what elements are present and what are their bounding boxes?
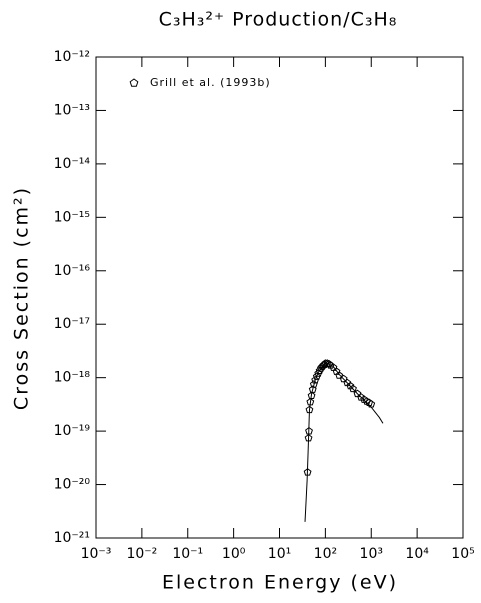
- y-tick-label: 10⁻¹⁸: [54, 370, 91, 386]
- y-tick-label: 10⁻¹⁶: [54, 263, 91, 279]
- y-tick-label: 10⁻¹⁷: [54, 316, 90, 332]
- x-axis-label: Electron Energy (eV): [162, 572, 398, 594]
- x-tick-label: 10⁻²: [126, 546, 157, 562]
- y-tick-label: 10⁻¹⁹: [54, 423, 91, 439]
- y-axis-label: Cross Section (cm²): [11, 186, 33, 410]
- x-tick-label: 10⁰: [222, 546, 246, 562]
- y-tick-label: 10⁻²⁰: [54, 477, 91, 493]
- plot-frame: [95, 56, 464, 539]
- y-tick-label: 10⁻¹⁵: [54, 209, 90, 225]
- legend-marker: [129, 78, 139, 87]
- y-tick-label: 10⁻²¹: [54, 530, 90, 546]
- data-point: [312, 372, 321, 380]
- data-point: [311, 375, 320, 384]
- x-tick-label: 10⁻¹: [172, 546, 203, 562]
- data-point: [335, 371, 344, 379]
- fit-line: [304, 363, 384, 522]
- x-tick-label: 10³: [360, 546, 383, 562]
- chart-title: C₃H₃²⁺ Production/C₃H₈: [159, 9, 398, 31]
- y-tick-label: 10⁻¹⁴: [54, 156, 91, 172]
- x-tick-label: 10⁻³: [81, 546, 112, 562]
- data-point: [317, 364, 325, 372]
- data-point: [349, 384, 357, 393]
- x-tick-label: 10²: [314, 546, 337, 562]
- data-point: [308, 385, 317, 393]
- data-point: [314, 369, 323, 377]
- x-tick-label: 10⁵: [451, 546, 474, 562]
- y-tick-label: 10⁻¹²: [54, 49, 90, 65]
- legend-label: Grill et al. (1993b): [150, 76, 271, 89]
- data-point: [320, 360, 329, 369]
- y-tick-label: 10⁻¹³: [54, 102, 90, 118]
- data-point: [307, 391, 316, 400]
- x-tick-label: 10¹: [268, 546, 291, 562]
- x-tick-label: 10⁴: [405, 546, 429, 562]
